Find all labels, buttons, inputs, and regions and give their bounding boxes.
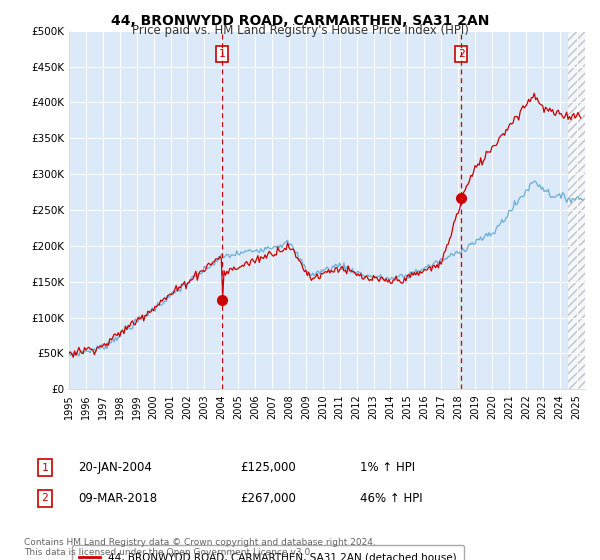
Text: 2: 2: [458, 49, 465, 59]
Text: 1: 1: [41, 463, 49, 473]
Text: 09-MAR-2018: 09-MAR-2018: [78, 492, 157, 505]
Text: 44, BRONWYDD ROAD, CARMARTHEN, SA31 2AN: 44, BRONWYDD ROAD, CARMARTHEN, SA31 2AN: [111, 14, 489, 28]
Text: Price paid vs. HM Land Registry's House Price Index (HPI): Price paid vs. HM Land Registry's House …: [131, 24, 469, 37]
Text: 1: 1: [219, 49, 226, 59]
Text: £125,000: £125,000: [240, 461, 296, 474]
Text: 2: 2: [41, 493, 49, 503]
Legend: 44, BRONWYDD ROAD, CARMARTHEN, SA31 2AN (detached house), HPI: Average price, de: 44, BRONWYDD ROAD, CARMARTHEN, SA31 2AN …: [71, 545, 464, 560]
Text: 20-JAN-2004: 20-JAN-2004: [78, 461, 152, 474]
Text: 1% ↑ HPI: 1% ↑ HPI: [360, 461, 415, 474]
Text: £267,000: £267,000: [240, 492, 296, 505]
Text: Contains HM Land Registry data © Crown copyright and database right 2024.
This d: Contains HM Land Registry data © Crown c…: [24, 538, 376, 557]
Text: 46% ↑ HPI: 46% ↑ HPI: [360, 492, 422, 505]
